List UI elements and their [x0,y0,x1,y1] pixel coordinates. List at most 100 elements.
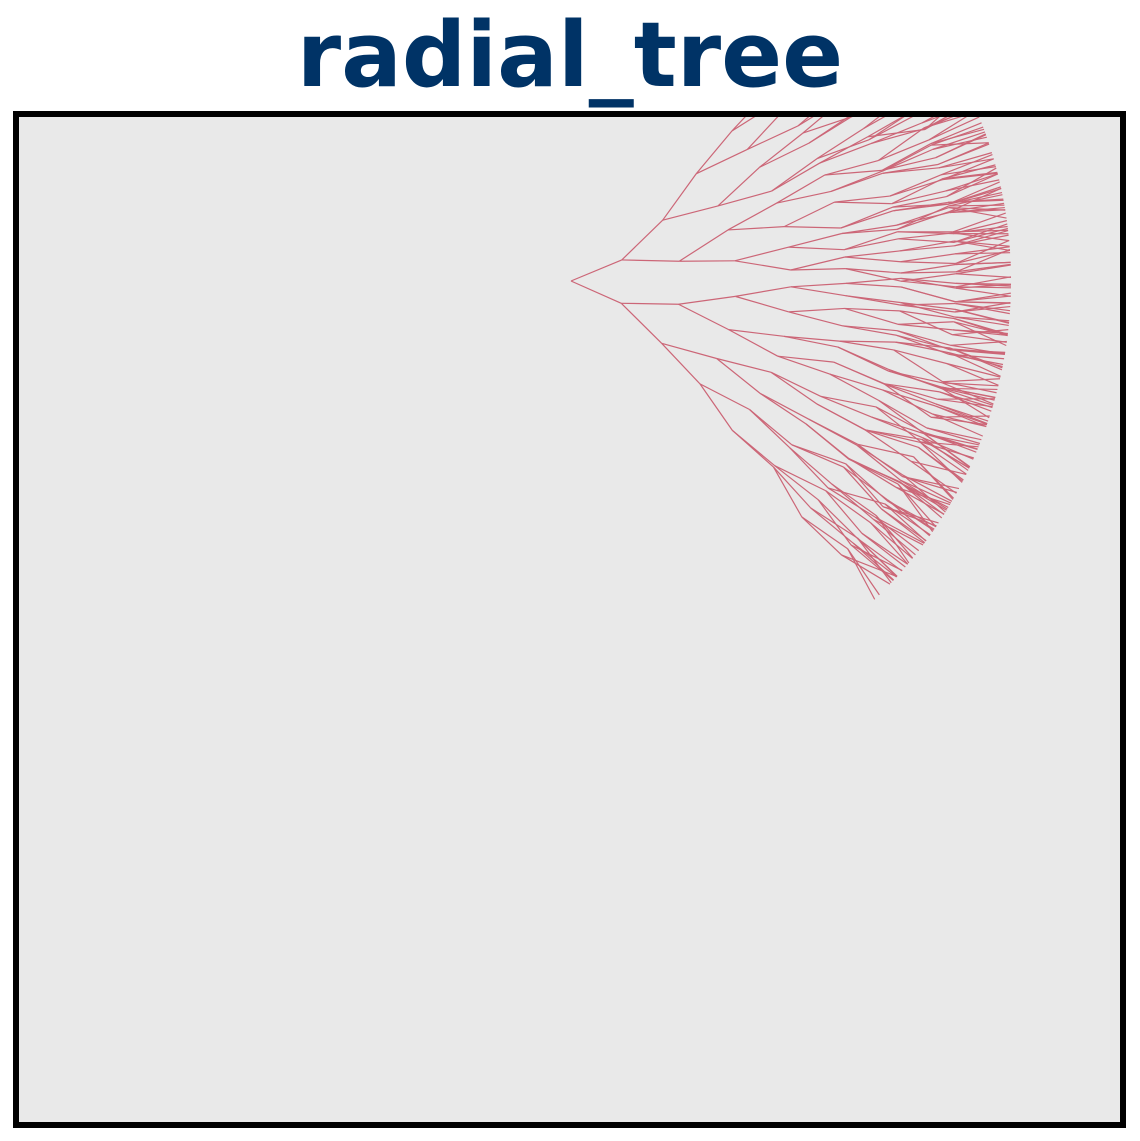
tree-edge-224 [734,260,791,271]
tree-edge-483 [861,532,909,565]
radial-tree-canvas [19,111,1120,1122]
tree-edge-131 [776,174,826,204]
tree-edge-406 [865,429,921,444]
tree-edge-416 [716,358,761,394]
tree-edge-159 [938,158,994,169]
tree-edge-222 [953,223,1008,243]
tree-edge-172 [942,164,996,180]
tree-edge-333 [946,363,999,386]
tree-edge-368 [777,355,830,375]
tree-edge-170 [834,201,892,205]
tree-edge-65 [662,205,719,221]
tree-edge-98 [771,158,818,192]
tree-edge-113 [771,162,820,192]
tree-edge-289 [735,295,789,313]
tree-edge-484 [861,532,906,568]
tree-edge-87 [855,111,907,113]
tree-edge-305 [788,311,843,327]
tree-edge-149 [931,142,989,146]
tree-edge-257 [678,295,736,305]
tree-edge-163 [834,195,890,203]
tree-edge-331 [893,349,948,365]
tree-edge-243 [955,248,1011,273]
tree-edge-193 [734,246,789,262]
tree-edge-208 [949,206,1005,214]
tree-edge-372 [934,405,988,425]
tree-edge-423 [902,476,960,490]
tree-edge-349 [888,369,942,389]
tree-edge-261 [900,277,957,289]
tree-edge-334 [893,349,943,383]
tree-edge-322 [783,335,840,342]
tree-edge-34 [696,148,748,175]
tree-edge-387 [820,395,877,408]
tree-edge-495 [732,430,774,468]
tree-edge-227 [899,245,955,252]
tree-edge-469 [827,487,876,518]
tree-edge-214 [897,231,954,235]
tree-edge-500 [810,507,854,544]
tree-edge-51 [797,117,810,127]
tree-edge-217 [844,238,899,251]
tree-edge-410 [865,429,919,448]
tree-edge-154 [830,172,884,192]
tree-edge-256 [621,302,679,305]
tree-edge-103 [863,117,886,130]
tree-edge-461 [843,466,889,501]
tree-edge-281 [955,302,1010,315]
tree-edge-397 [924,433,970,468]
tree-edge-481 [774,465,827,492]
tree-edge-130 [727,202,778,231]
tree-edge-274 [790,286,846,297]
tree-edge-139 [824,169,882,176]
tree-edge-375 [932,413,983,437]
tree-edge-218 [898,232,954,240]
tree-edge-221 [898,238,955,243]
tree-edge-251 [955,273,1012,278]
tree-edge-174 [891,190,946,205]
tree-edge-151 [881,148,934,172]
tree-edge-376 [829,373,879,401]
tree-edge-507 [801,516,848,550]
tree-edge-135 [923,117,954,129]
tree-edge-240 [790,268,846,271]
tree-edge-326 [949,347,1003,371]
tree-edge-401 [770,371,818,405]
tree-edge-482 [825,490,863,534]
tree-edge-287 [954,316,1010,322]
tree-edge-100 [863,117,880,129]
tree-edge-142 [930,122,982,145]
tree-edge-79 [856,111,901,115]
tree-edge-189 [893,201,948,212]
tree-edge-386 [770,371,821,397]
plot-area [13,111,1126,1128]
tree-edge-407 [920,441,967,475]
tree-edge-390 [924,432,977,453]
tree-edge-137 [928,117,980,141]
tree-edge-425 [808,418,858,446]
tree-edge-430 [903,474,953,502]
tree-edge-432 [759,392,807,425]
tree-edge-350 [940,387,995,401]
tree-edge-460 [881,508,927,542]
tree-edge-496 [773,466,812,509]
tree-edge-450 [791,444,846,465]
tree-edge-501 [852,542,897,578]
tree-edge-166 [940,166,996,176]
tree-edge-394 [820,395,872,418]
tree-edge-247 [955,261,1011,266]
tree-edge-244 [955,263,1011,273]
tree-edge-328 [948,352,1001,377]
tree-edge-358 [884,383,940,393]
tree-edge-225 [790,256,846,271]
tree-edge-489 [817,499,858,539]
tree-edge-226 [844,250,900,258]
tree-edge-468 [884,503,927,542]
tree-edge-327 [895,341,950,354]
tree-edge-364 [935,403,988,425]
tree-edge-400 [922,437,974,460]
tree-edge-352 [728,329,779,357]
tree-edge-373 [882,389,933,415]
tree-edge-203 [896,206,950,226]
tree-edge-472 [789,447,832,485]
